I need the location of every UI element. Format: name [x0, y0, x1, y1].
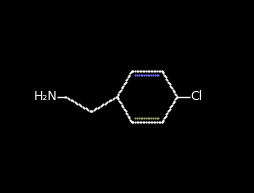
Text: H₂N: H₂N	[34, 90, 57, 103]
Text: Cl: Cl	[189, 90, 202, 103]
